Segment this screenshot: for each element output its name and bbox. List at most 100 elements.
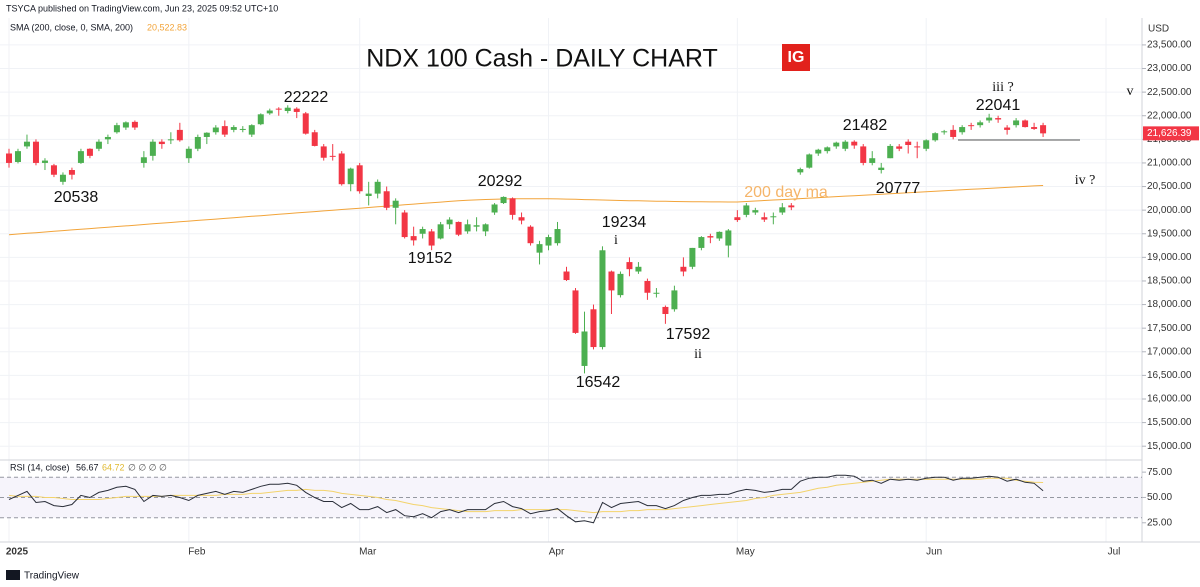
annotation: i [614, 233, 618, 248]
candle-body [203, 132, 210, 137]
ig-logo-text: IG [788, 49, 805, 66]
candle-body [167, 139, 174, 141]
candle-body [131, 121, 138, 128]
annotation: 19234 [602, 214, 647, 231]
candle-body [905, 141, 912, 145]
annotation: 20777 [876, 180, 921, 197]
rsi-legend-name: RSI (14, close) [10, 462, 70, 472]
candle-body [482, 224, 489, 232]
candle-body [86, 148, 93, 156]
candle-body [932, 133, 939, 141]
candle-body [644, 280, 651, 293]
candle-body [968, 125, 975, 127]
candle-body [149, 141, 156, 156]
annotation: ii [694, 347, 702, 362]
candle-body [743, 205, 750, 215]
candle-body [419, 229, 426, 234]
candle-body [815, 149, 822, 154]
candle-body [977, 122, 984, 126]
annotation: 16542 [576, 374, 621, 391]
candle-body [878, 167, 885, 171]
candle-body [599, 250, 606, 348]
x-tick-label: Jul [1108, 547, 1121, 558]
candle-body [1004, 127, 1011, 130]
candle-body [356, 165, 363, 192]
candle-body [896, 146, 903, 149]
candle-body [374, 181, 381, 194]
candle-body [860, 146, 867, 163]
candle-body [653, 292, 660, 294]
candle-body [77, 151, 84, 163]
candle-body [545, 237, 552, 246]
candle-body [914, 146, 921, 148]
ig-logo [782, 44, 810, 71]
candle-body [248, 125, 255, 135]
candle-body [662, 306, 669, 315]
candle-body [572, 290, 579, 333]
x-tick-label: Mar [359, 547, 377, 558]
candle-body [383, 191, 390, 208]
annotation: 17592 [666, 326, 711, 343]
y-tick-label: 19,000.00 [1147, 252, 1192, 263]
candle-body [329, 155, 336, 157]
candle-body [176, 129, 183, 141]
candle-body [266, 110, 273, 114]
candle-body [437, 224, 444, 239]
annotation: 200 day ma [744, 184, 828, 201]
candle-body [806, 154, 813, 168]
y-tick-label: 15,500.00 [1147, 417, 1192, 428]
candle-body [401, 212, 408, 238]
candle-body [122, 122, 129, 128]
candle-body [104, 136, 111, 140]
candle-body [608, 271, 615, 291]
tradingview-logo [6, 570, 20, 580]
y-tick-label: 23,500.00 [1147, 40, 1192, 51]
rsi-ma-line [8, 477, 1044, 514]
currency-label: USD [1148, 24, 1169, 35]
last-price-box [1143, 126, 1199, 141]
candle-body [257, 114, 264, 125]
annotation: 22222 [284, 89, 329, 106]
x-tick-label: 2025 [6, 547, 29, 558]
candle-body [833, 142, 840, 147]
y-tick-label: 17,000.00 [1147, 346, 1192, 357]
candle-body [158, 141, 165, 145]
candle-body [95, 141, 102, 149]
y-tick-label: 20,500.00 [1147, 181, 1192, 192]
y-tick-label: 20,000.00 [1147, 205, 1192, 216]
rsi-line [8, 474, 1044, 524]
y-tick-label: 15,000.00 [1147, 441, 1192, 452]
y-tick-label: 75.00 [1147, 467, 1172, 478]
rsi-ma-legend-value: 64.72 [102, 462, 125, 472]
candle-body [230, 127, 237, 130]
candle-body [1022, 120, 1029, 128]
annotation: 19152 [408, 250, 453, 267]
candle-body [1040, 125, 1047, 134]
candle-body [185, 148, 192, 159]
annotation: 21482 [843, 117, 888, 134]
candle-body [284, 107, 291, 112]
candle-body [842, 141, 849, 149]
candle-body [590, 309, 597, 348]
annotation: 20292 [478, 173, 523, 190]
candle-body [23, 141, 30, 147]
candle-body [446, 219, 453, 225]
candle-body [320, 146, 327, 158]
candle-body [5, 153, 12, 163]
candle-body [752, 210, 759, 213]
rsi-legend-extra: ∅ ∅ ∅ ∅ [128, 462, 167, 472]
rsi-legend-value: 56.67 [76, 462, 99, 472]
candle-body [455, 221, 462, 235]
candle-body [527, 226, 534, 244]
candle-body [68, 170, 75, 175]
y-tick-label: 23,000.00 [1147, 63, 1192, 74]
y-tick-label: 25.00 [1147, 517, 1172, 528]
candle-body [716, 231, 723, 239]
candle-body [221, 126, 228, 135]
y-tick-label: 22,500.00 [1147, 87, 1192, 98]
candle-body [698, 237, 705, 248]
candle-body [734, 217, 741, 221]
candle-body [923, 140, 930, 149]
candle-body [617, 273, 624, 296]
